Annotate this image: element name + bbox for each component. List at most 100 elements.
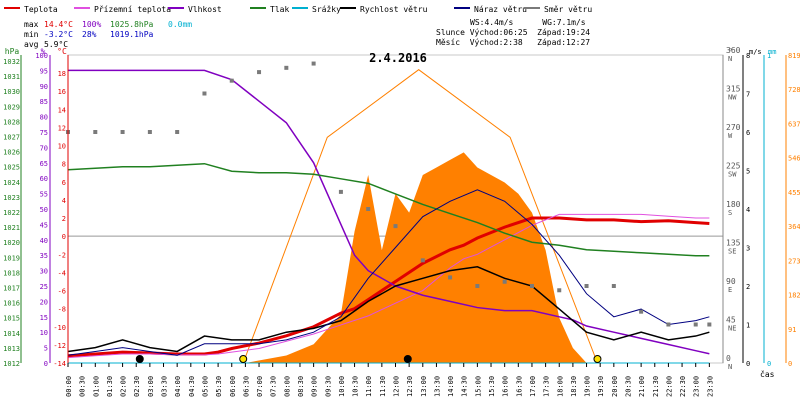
sun-marker — [239, 355, 248, 363]
stats-max-hum: 100% — [82, 20, 101, 29]
direction-tick-label: 135 — [726, 239, 741, 248]
x-tick-label: 12:00 — [393, 376, 401, 397]
pressure-tick-label: 1013 — [3, 345, 20, 353]
wind-direction-point — [666, 322, 671, 327]
pressure-tick-label: 1020 — [3, 239, 20, 247]
stats-min-press: 1019.1hPa — [110, 30, 154, 39]
x-tick-label: 03:00 — [147, 376, 155, 397]
pressure-tick-label: 1026 — [3, 149, 20, 157]
rain-tick-label: 0 — [767, 360, 771, 368]
x-tick-label: 05:30 — [215, 376, 223, 397]
humidity-tick-label: 65 — [40, 160, 48, 168]
solar-tick-label: 819 — [788, 52, 800, 60]
x-tick-label: 09:30 — [324, 376, 332, 397]
x-tick-label: 23:30 — [706, 376, 714, 397]
x-tick-label: 07:00 — [256, 376, 264, 397]
wind-direction-point — [693, 322, 698, 327]
direction-tick-label: 360 — [726, 46, 741, 55]
info-block: WS:4.4m/s WG:7.1m/s Slunce Východ:06:25 … — [436, 18, 590, 47]
series-line-teplota — [67, 216, 710, 358]
stats-max-press: 1025.8hPa — [110, 20, 154, 29]
x-tick-label: 04:30 — [188, 376, 196, 397]
legend: Teplota Přízemní teplota Vlhkost Tlak Srážky… — [4, 5, 592, 14]
stats-max-temp: 14.4°C — [44, 20, 73, 29]
pressure-tick-label: 1017 — [3, 285, 20, 293]
solar-tick-label: 0 — [788, 360, 792, 368]
humidity-tick-label: 45 — [40, 221, 48, 229]
chart-title: 2.4.2016 — [369, 51, 427, 65]
sun-marker — [593, 355, 602, 363]
humidity-tick-label: 100 — [35, 52, 48, 60]
temperature-tick-label: -12 — [53, 342, 66, 350]
x-tick-label: 00:30 — [79, 376, 87, 397]
wind-direction-point — [120, 130, 125, 134]
sun-curve — [242, 69, 598, 364]
x-tick-label: 17:00 — [529, 376, 537, 397]
pressure-tick-label: 1031 — [3, 73, 20, 81]
x-tick-label: 03:30 — [161, 376, 169, 397]
x-axis-label: čas — [760, 369, 775, 379]
wind-direction-point — [584, 284, 589, 288]
temperature-tick-label: -14 — [53, 360, 66, 368]
wind-direction-point — [338, 189, 343, 194]
stats-min-hum: 28% — [82, 30, 97, 39]
x-tick-label: 23:00 — [693, 376, 701, 397]
axes: hPa% °C1012101310141015101610171018101910… — [3, 46, 800, 397]
series-line-náraz-větru — [67, 189, 710, 356]
legend-item-label: Směr větru — [544, 5, 592, 14]
pressure-tick-label: 1024 — [3, 179, 20, 187]
wind-direction-point — [229, 78, 234, 83]
direction-cardinal-label: N — [728, 363, 732, 371]
moon-marker — [135, 355, 144, 363]
direction-cardinal-label: E — [728, 286, 732, 294]
direction-tick-label: 225 — [726, 162, 741, 171]
wind-direction-point — [311, 61, 316, 66]
wind-direction-point — [284, 65, 289, 70]
direction-tick-label: 315 — [726, 85, 741, 94]
temperature-tick-label: 14 — [58, 106, 66, 114]
wind-direction-point — [639, 309, 644, 314]
x-tick-label: 10:00 — [338, 376, 346, 397]
humidity-tick-label: 15 — [40, 314, 48, 322]
pressure-tick-label: 1027 — [3, 134, 20, 142]
series-line-přízemní-teplota — [67, 213, 710, 359]
wind-direction-point — [257, 70, 262, 75]
x-tick-label: 11:00 — [365, 376, 373, 397]
humidity-tick-label: 40 — [40, 237, 48, 245]
legend-item-label: Přízemní teplota — [94, 5, 171, 14]
humidity-tick-label: 90 — [40, 83, 48, 91]
humidity-tick-label: 0 — [44, 360, 48, 368]
wind-direction-point — [707, 322, 712, 327]
wind-direction-point — [147, 130, 152, 134]
wind-direction-point — [557, 288, 562, 293]
stats-block: max 14.4°C 100% 1025.8hPa 0.0mm min -3.2… — [24, 20, 192, 49]
stats-min-temp: -3.2°C — [44, 30, 73, 39]
humidity-tick-label: 50 — [40, 206, 48, 214]
x-tick-label: 19:30 — [597, 376, 605, 397]
temperature-tick-label: 18 — [58, 70, 66, 78]
solar-tick-label: 182 — [788, 292, 800, 300]
solar-tick-label: 91 — [788, 326, 796, 334]
direction-axis-unit: ° — [728, 47, 733, 56]
wind-tick-label: 4 — [746, 206, 750, 214]
temperature-tick-label: -4 — [58, 269, 66, 277]
x-tick-label: 02:00 — [120, 376, 128, 397]
temperature-tick-label: -6 — [58, 288, 66, 296]
pressure-tick-label: 1014 — [3, 330, 20, 338]
pressure-tick-label: 1022 — [3, 209, 20, 217]
x-tick-label: 08:30 — [297, 376, 305, 397]
temperature-tick-label: 6 — [62, 179, 66, 187]
series-lines — [66, 61, 712, 364]
pressure-tick-label: 1016 — [3, 300, 20, 308]
temperature-tick-label: 10 — [58, 143, 66, 151]
x-tick-label: 01:00 — [92, 376, 100, 397]
direction-tick-label: 45 — [726, 316, 736, 325]
pressure-tick-label: 1015 — [3, 315, 20, 323]
series-line-rychlost-větru — [67, 265, 710, 353]
x-tick-label: 01:30 — [106, 376, 114, 397]
wind-direction-point — [202, 91, 207, 96]
legend-item-label: Rychlost větru — [360, 5, 428, 14]
wind-tick-label: 7 — [746, 91, 750, 99]
stats-min-label: min — [24, 30, 39, 39]
